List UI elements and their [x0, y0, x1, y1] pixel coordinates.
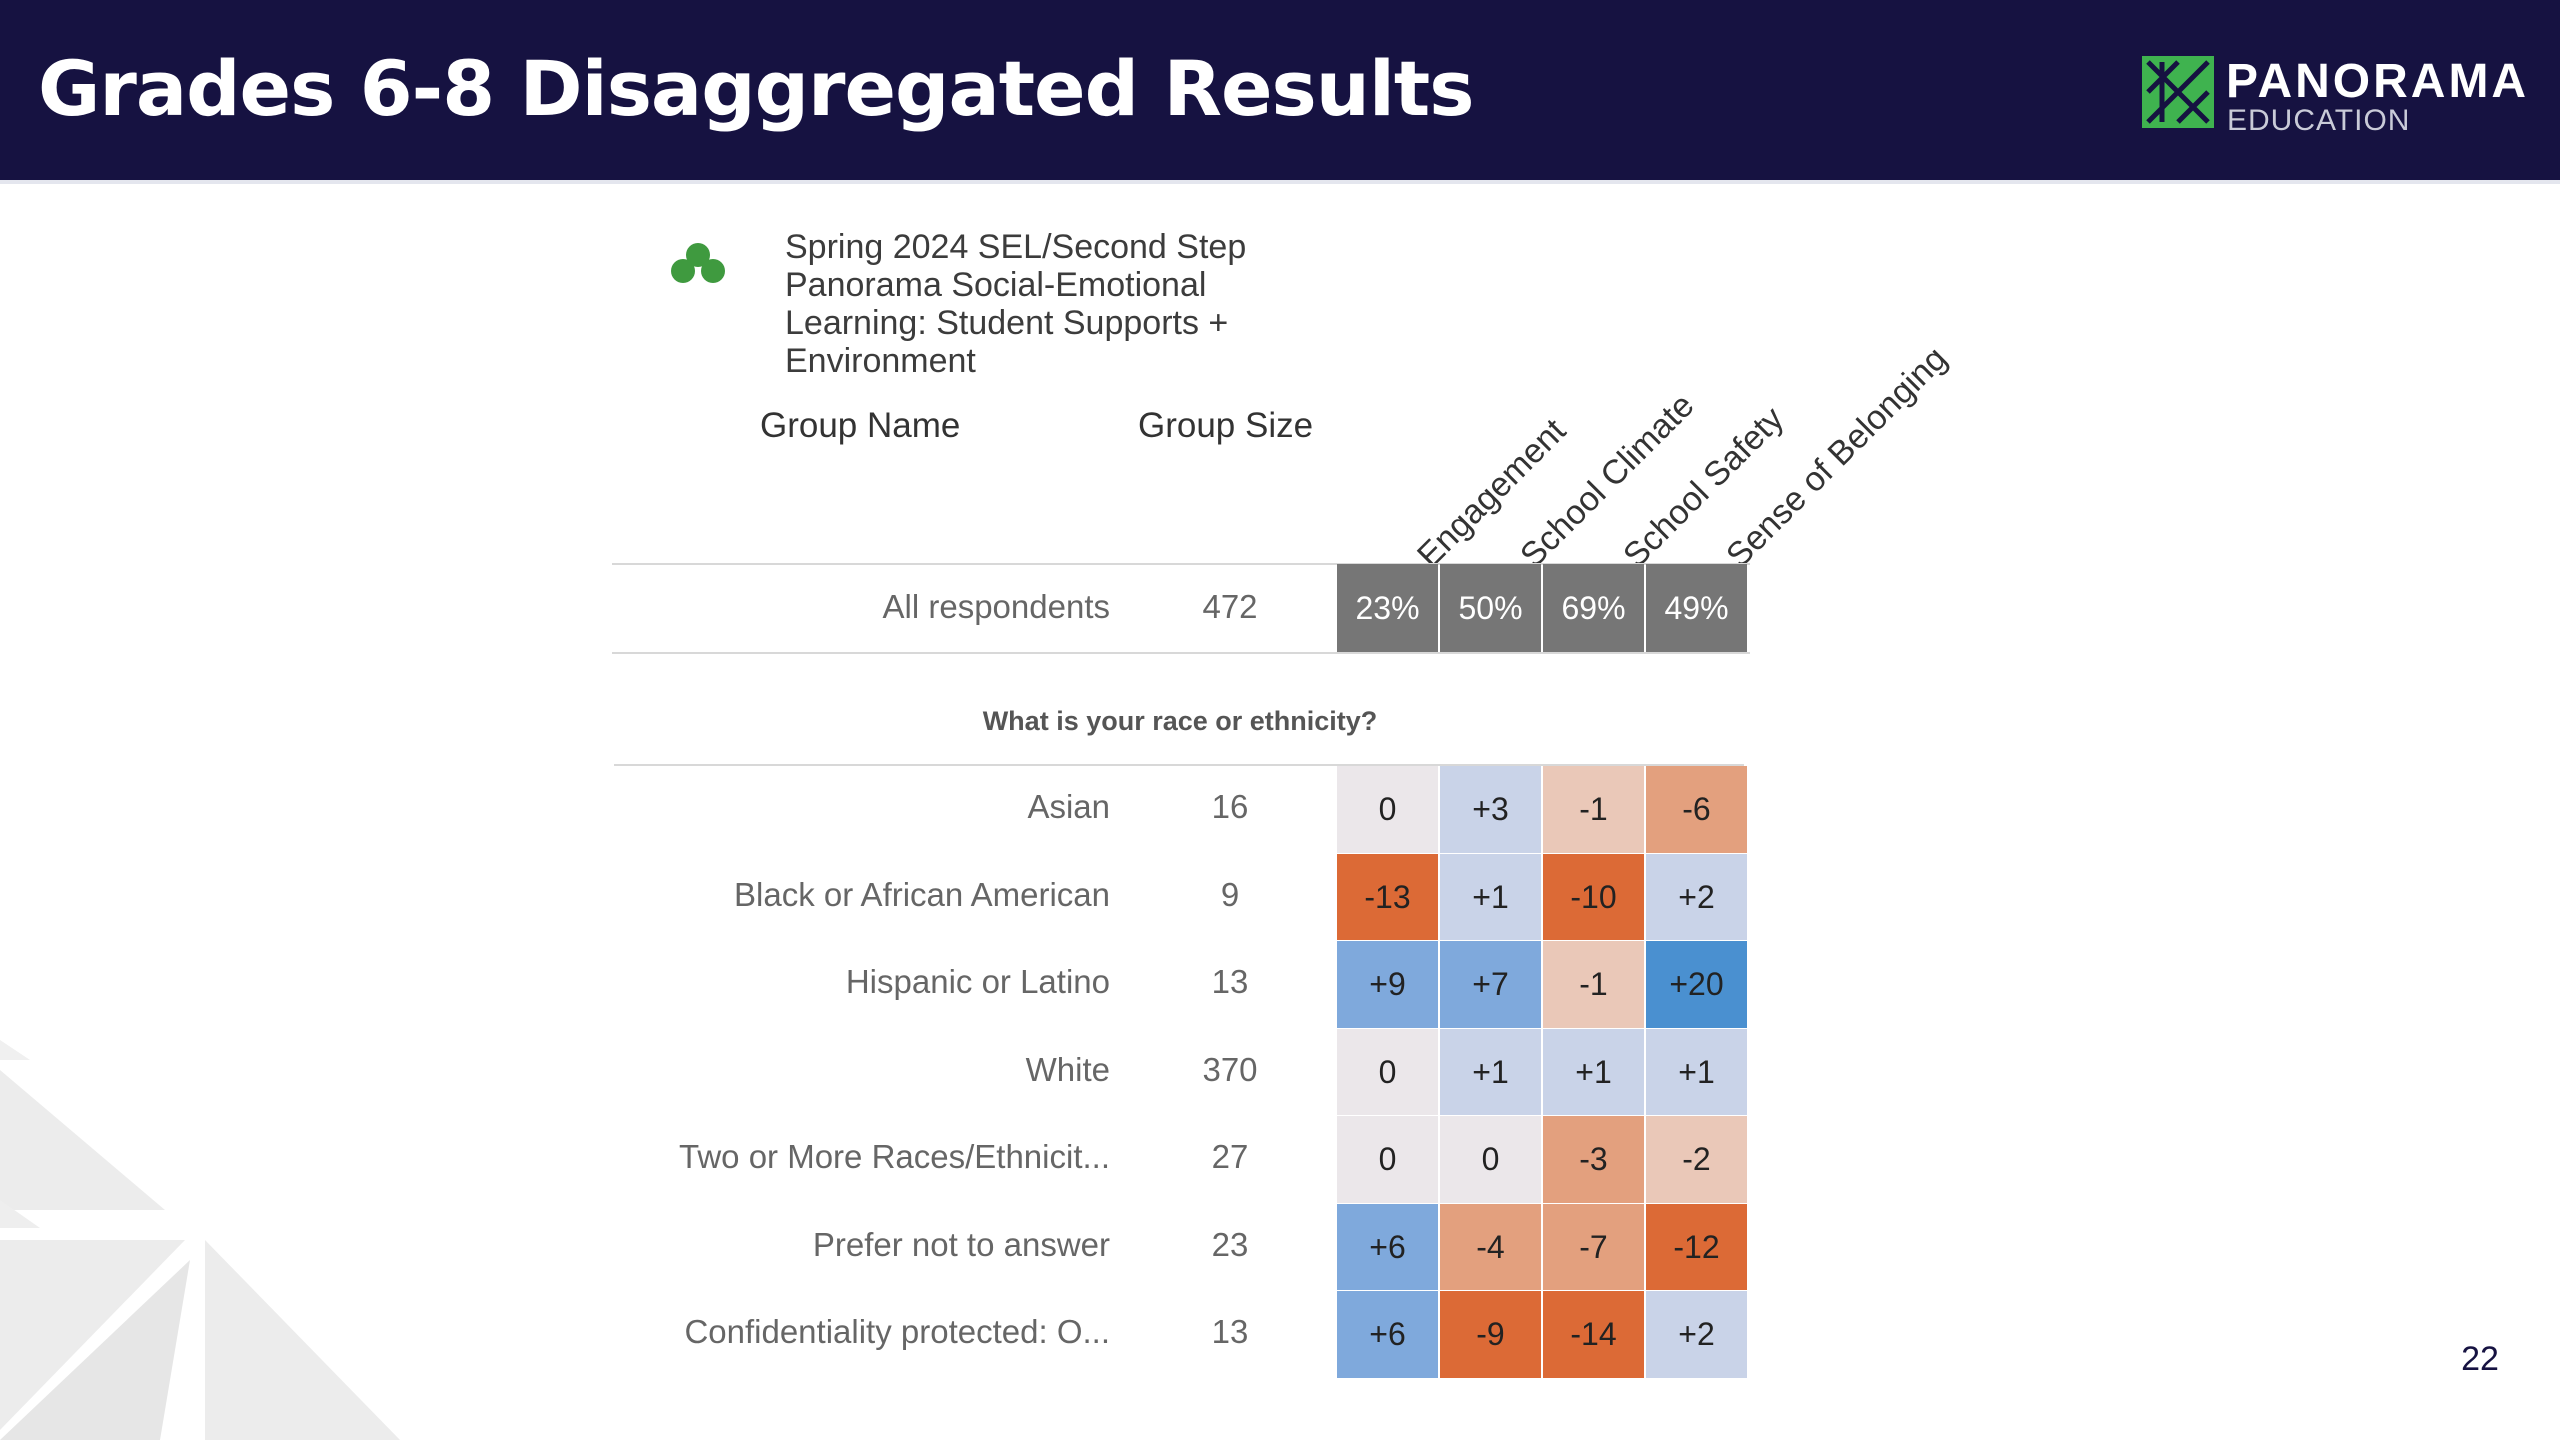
all-respondents-label: All respondents — [882, 588, 1110, 625]
heatmap-cell: +3 — [1440, 766, 1541, 853]
row-group-size: 13 — [1211, 963, 1249, 1000]
row-group-name: Two or More Races/Ethnicit... — [679, 1138, 1110, 1175]
row-group-name: White — [1025, 1050, 1110, 1088]
table-divider — [614, 764, 1744, 766]
heatmap-cell: -2 — [1646, 1116, 1747, 1203]
heatmap-cell: -1 — [1543, 766, 1644, 853]
row-group-size: 13 — [1211, 1313, 1249, 1350]
slide-header: Grades 6-8 Disaggregated Results PANORAM… — [0, 0, 2560, 180]
all-respondents-cell: 49% — [1646, 564, 1747, 652]
heatmap-cell: -14 — [1543, 1291, 1644, 1378]
heatmap-cell: +6 — [1337, 1291, 1438, 1378]
heatmap-cell: -12 — [1646, 1203, 1747, 1290]
row-group-size: 23 — [1211, 1225, 1249, 1263]
row-group-name: Black or African American — [734, 875, 1110, 913]
header-divider — [0, 180, 2560, 184]
heatmap-cell: 0 — [1337, 766, 1438, 853]
three-circles-icon — [671, 243, 725, 283]
heatmap-cell: -10 — [1543, 853, 1644, 940]
table-divider — [612, 652, 1750, 654]
heatmap-cell: -3 — [1543, 1116, 1644, 1203]
heatmap-cell: -7 — [1543, 1203, 1644, 1290]
all-respondents-size: 472 — [1202, 588, 1258, 625]
row-group-size: 9 — [1220, 875, 1240, 913]
heatmap-cell: -4 — [1440, 1203, 1541, 1290]
heatmap-cell: -6 — [1646, 766, 1747, 853]
group-size-header: Group Size — [1138, 406, 1314, 445]
heatmap-cell: +9 — [1337, 941, 1438, 1028]
row-group-name: Confidentiality protected: O... — [684, 1313, 1110, 1350]
row-group-name: Hispanic or Latino — [845, 963, 1110, 1000]
panorama-logo: PANORAMA EDUCATION — [2142, 55, 2526, 137]
row-group-name: Asian — [1027, 788, 1110, 825]
all-respondents-cell: 50% — [1440, 564, 1541, 652]
slide-title: Grades 6-8 Disaggregated Results — [38, 44, 1474, 133]
panorama-logo-icon — [2142, 56, 2214, 128]
table-divider — [612, 563, 1750, 565]
heatmap-cell: +1 — [1646, 1028, 1747, 1115]
heatmap-cell: +7 — [1440, 941, 1541, 1028]
group-name-header: Group Name — [760, 406, 961, 445]
row-group-size: 370 — [1202, 1050, 1258, 1088]
survey-title: Spring 2024 SEL/Second Step Panorama Soc… — [785, 228, 1247, 380]
heatmap-cell: +2 — [1646, 853, 1747, 940]
row-group-size: 27 — [1211, 1138, 1249, 1175]
all-respondents-cell: 69% — [1543, 564, 1644, 652]
heatmap-cell: 0 — [1337, 1028, 1438, 1115]
all-respondents-cell: 23% — [1337, 564, 1438, 652]
heatmap-cell: 0 — [1440, 1116, 1541, 1203]
heatmap-cell: 0 — [1337, 1116, 1438, 1203]
logo-wordmark: PANORAMA — [2226, 55, 2530, 108]
heatmap-cell: +6 — [1337, 1203, 1438, 1290]
row-group-size: 16 — [1211, 788, 1249, 825]
heatmap-cell: -1 — [1543, 941, 1644, 1028]
section-label: What is your race or ethnicity? — [982, 706, 1378, 736]
heatmap-cell: +1 — [1440, 853, 1541, 940]
logo-subtitle: EDUCATION — [2227, 104, 2411, 137]
heatmap-cell: +1 — [1440, 1028, 1541, 1115]
heatmap-cell: +2 — [1646, 1291, 1747, 1378]
heatmap-cell: +20 — [1646, 941, 1747, 1028]
page-number: 22 — [2461, 1340, 2499, 1378]
row-group-name: Prefer not to answer — [812, 1225, 1110, 1263]
heatmap-cell: -9 — [1440, 1291, 1541, 1378]
heatmap-cell: +1 — [1543, 1028, 1644, 1115]
heatmap-cell: -13 — [1337, 853, 1438, 940]
